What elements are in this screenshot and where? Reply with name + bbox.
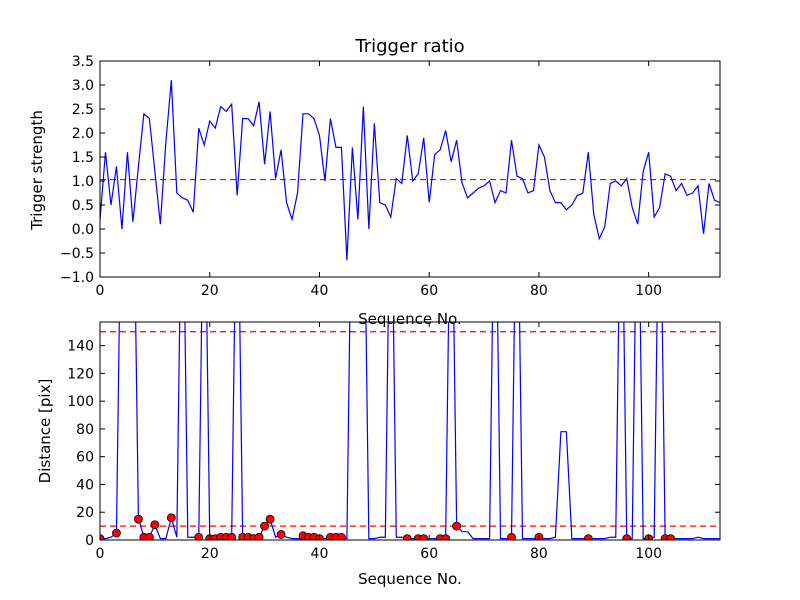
x-tick-label: 100	[635, 546, 662, 562]
chart-title: Trigger ratio	[354, 36, 464, 57]
y-tick-label: 3.0	[72, 78, 94, 94]
y-tick-label: 1.5	[72, 150, 94, 166]
x-tick-label: 20	[201, 546, 219, 562]
data-point	[100, 534, 105, 540]
data-point	[260, 521, 270, 531]
y-tick-label: 0	[85, 533, 94, 549]
data-point	[194, 532, 204, 540]
y-tick-label: 60	[76, 450, 94, 466]
data-point	[276, 530, 286, 539]
data-point	[265, 514, 275, 524]
y-tick-label: 140	[67, 339, 94, 355]
x-tick-label: 20	[201, 283, 219, 299]
x-tick-label: 100	[635, 283, 662, 299]
trigger-ratio-panel: Trigger ratio Trigger strength Sequence …	[28, 36, 721, 328]
series-line	[100, 322, 720, 540]
data-point	[112, 528, 121, 538]
plot-area	[100, 80, 720, 261]
x-tick-label: 60	[420, 546, 438, 562]
plot-frame	[99, 60, 721, 278]
y-tick-label: 80	[76, 422, 94, 438]
data-point	[254, 532, 264, 540]
data-point	[144, 532, 154, 540]
data-point	[622, 534, 632, 540]
y-tick-label: −0.5	[60, 246, 94, 262]
y-tick-label: 0.5	[72, 198, 94, 214]
y-tick-label: 2.5	[72, 102, 94, 118]
data-point	[666, 534, 676, 540]
y-tick-label: 100	[67, 394, 94, 410]
y-tick-label: 0.0	[72, 222, 94, 238]
x-tick-label: 80	[530, 283, 548, 299]
data-point	[583, 534, 593, 540]
data-point	[419, 534, 429, 540]
y-tick-label: −1.0	[60, 270, 94, 286]
data-point	[402, 534, 412, 540]
data-point	[227, 532, 237, 540]
plot-area	[100, 322, 720, 540]
data-point	[166, 513, 176, 523]
x-tick-label: 60	[420, 283, 438, 299]
data-point	[337, 532, 346, 540]
distance-panel: Distance [pix] Sequence No. 0 20 40 60 80 100…	[36, 321, 721, 588]
data-point	[134, 514, 143, 524]
y-tick-label: 20	[76, 505, 94, 521]
x-axis-label: Sequence No.	[358, 570, 462, 588]
data-point	[452, 521, 462, 531]
y-tick-label: 40	[76, 477, 94, 493]
y-tick-label: 3.5	[72, 54, 94, 70]
x-tick-label: 0	[96, 283, 105, 299]
x-axis-label: Sequence No.	[358, 310, 462, 328]
x-tick-label: 0	[96, 546, 105, 562]
y-tick-label: 2.0	[72, 126, 94, 142]
data-point	[150, 520, 160, 530]
y-tick-label: 120	[67, 366, 94, 382]
series-line	[100, 80, 720, 261]
data-point	[441, 534, 451, 540]
x-tick-label: 80	[530, 546, 548, 562]
plot-frame	[99, 321, 721, 541]
x-tick-label: 40	[311, 283, 329, 299]
x-tick-label: 40	[311, 546, 329, 562]
y-tick-label: 1.0	[72, 174, 94, 190]
y-axis-label: Distance [pix]	[36, 379, 54, 484]
data-point	[507, 532, 516, 540]
y-axis-label: Trigger strength	[28, 110, 46, 231]
